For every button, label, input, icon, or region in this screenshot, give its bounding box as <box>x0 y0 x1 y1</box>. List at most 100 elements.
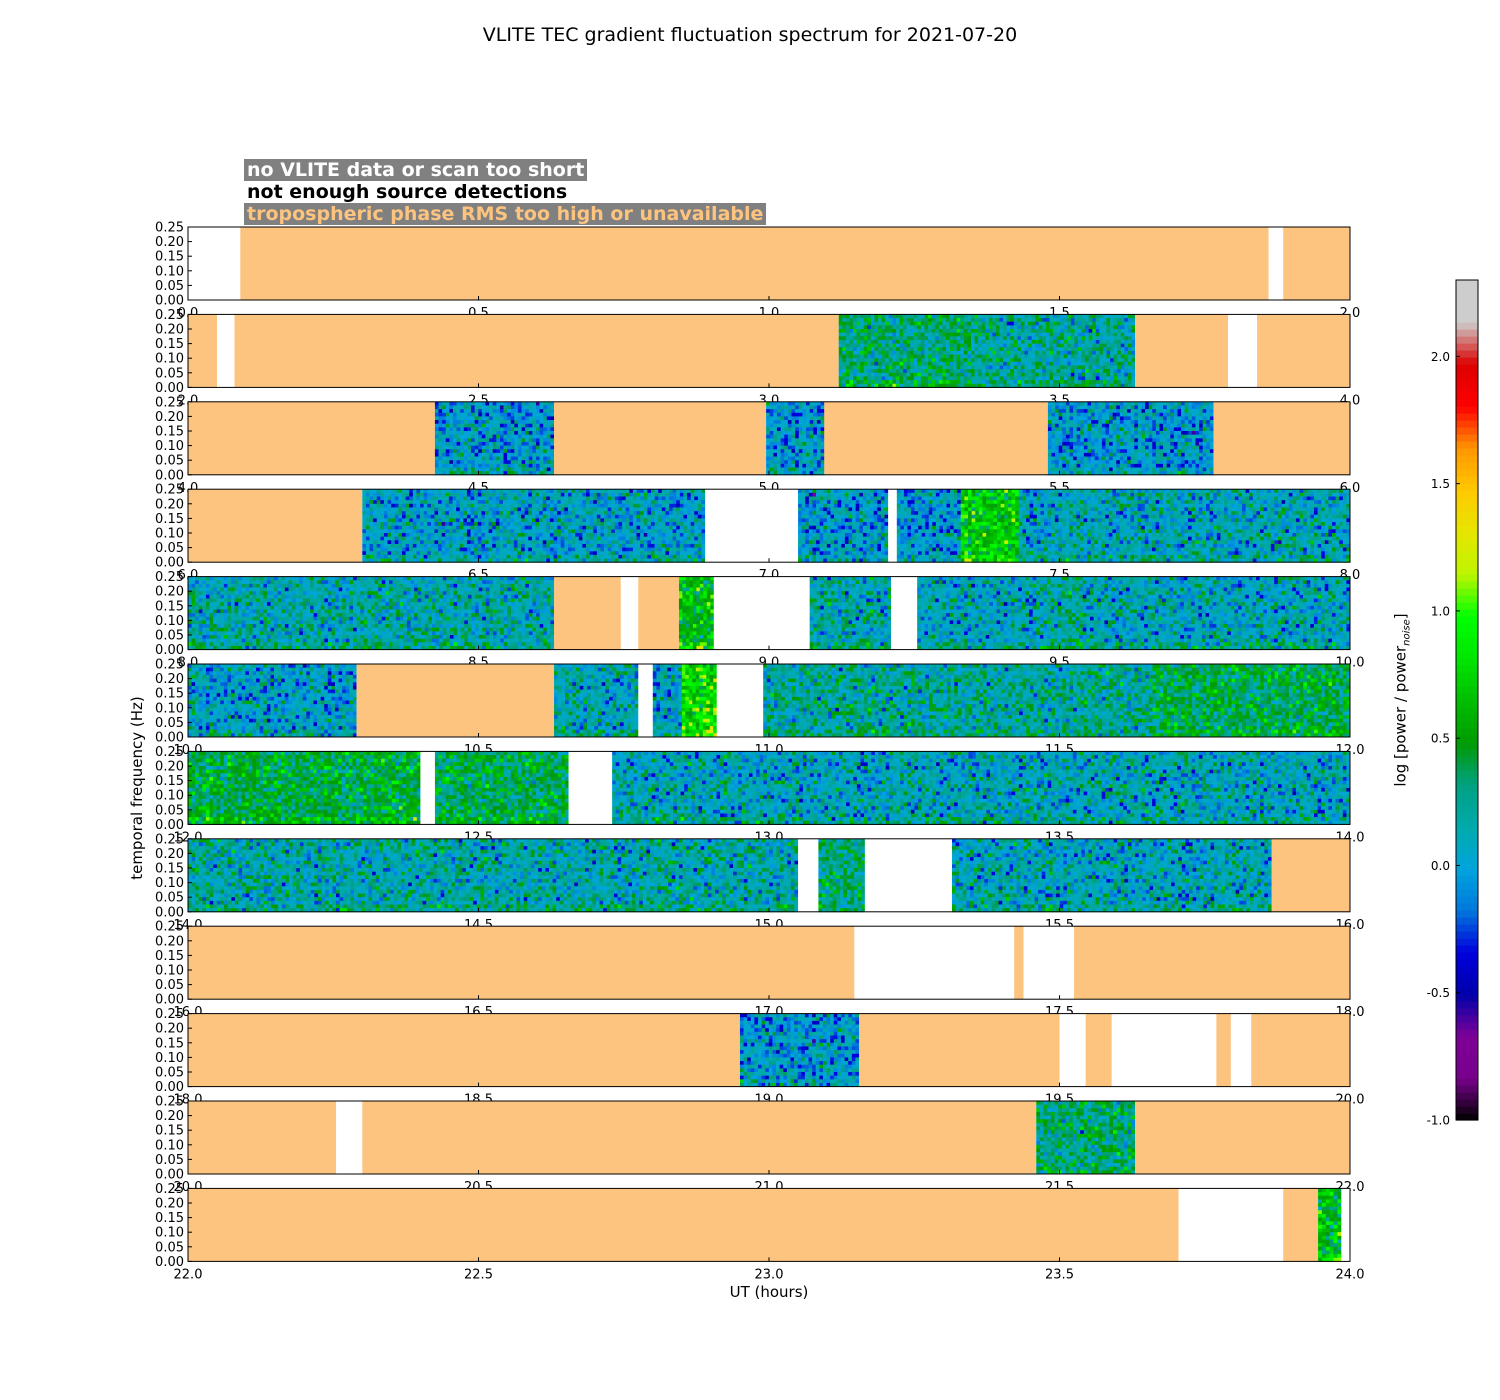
y-tick-label: 0.20 <box>155 497 184 512</box>
segment-tropo-high <box>1014 926 1024 1000</box>
colorbar-band <box>1456 553 1478 561</box>
spectrum-segment <box>896 489 962 563</box>
colorbar-band <box>1456 469 1478 477</box>
colorbar-band <box>1456 455 1478 463</box>
segment-no-data <box>1111 1013 1217 1087</box>
segment-no-data <box>1268 227 1284 300</box>
colorbar-band <box>1456 658 1478 666</box>
colorbar: -1.0 -0.5 0.0 0.5 1.0 1.5 2.0 <box>1427 279 1479 1128</box>
segment-tropo-high <box>188 401 435 475</box>
spectrum-segment <box>766 401 825 476</box>
colorbar-band <box>1456 420 1478 428</box>
y-tick-label: 0.00 <box>155 993 184 1008</box>
segment-tropo-high <box>234 314 839 388</box>
colorbar-band <box>1456 448 1478 456</box>
segment-no-data <box>620 576 639 650</box>
colorbar-band <box>1456 357 1478 365</box>
colorbar-band <box>1456 315 1478 323</box>
strip-panel: 0.000.050.100.150.200.256.0 6.5 7.0 7.5 8.0 <box>155 483 1360 584</box>
spectrum-segment <box>960 489 1020 563</box>
segment-tropo-high <box>188 1013 740 1087</box>
colorbar-band <box>1456 826 1478 834</box>
y-tick-label: 0.10 <box>155 439 184 454</box>
y-tick-label: 0.25 <box>155 920 184 935</box>
colorbar-band <box>1456 924 1478 932</box>
y-tick-label: 0.15 <box>155 250 184 265</box>
y-tick-label: 0.10 <box>155 964 184 979</box>
y-tick-label: 0.20 <box>155 235 184 250</box>
y-tick-label: 0.05 <box>155 978 184 993</box>
colorbar-band <box>1456 1001 1478 1009</box>
spectrum-segment <box>612 751 1351 825</box>
y-tick-label: 0.20 <box>155 323 184 338</box>
segment-tropo-high <box>1216 1013 1231 1087</box>
colorbar-band <box>1456 378 1478 386</box>
y-tick-label: 0.20 <box>155 1197 184 1212</box>
colorbar-label-sub: noise <box>1402 619 1413 646</box>
strip-panel: 0.000.050.100.150.200.25 22.0 22.5 23.0 23.5… <box>155 1182 1364 1283</box>
colorbar-band <box>1456 399 1478 407</box>
spectrum-segment <box>952 838 1272 913</box>
colorbar-band <box>1456 665 1478 673</box>
strip-panel: 0.000.050.100.150.200.252.0 2.5 3.0 3.5 4.0 <box>155 308 1360 409</box>
segment-no-data <box>188 227 241 300</box>
colorbar-band <box>1456 371 1478 379</box>
colorbar-band <box>1456 581 1478 589</box>
segment-no-data <box>1230 1013 1252 1087</box>
colorbar-band <box>1456 917 1478 925</box>
y-tick-label: 0.05 <box>155 454 184 469</box>
colorbar-band <box>1456 546 1478 554</box>
colorbar-band <box>1456 742 1478 750</box>
y-tick-label: 0.15 <box>155 1124 184 1139</box>
spectrum-segment <box>1036 576 1084 650</box>
spectrum-segment <box>798 489 889 563</box>
segment-tropo-high <box>554 576 621 650</box>
spectrum-segment <box>1318 1188 1342 1262</box>
y-tick-label: 0.00 <box>155 818 184 833</box>
y-tick-label: 0.15 <box>155 1036 184 1051</box>
spectrum-segment <box>362 489 706 563</box>
colorbar-tick-label: -0.5 <box>1427 986 1450 1000</box>
x-tick-label: 22.5 <box>464 1267 493 1282</box>
y-tick-label: 0.20 <box>155 1022 184 1037</box>
legend-few-detections: not enough source detections <box>244 181 571 203</box>
colorbar-label: log [power / powernoise] <box>1392 613 1413 786</box>
spectrum-segment <box>434 751 569 825</box>
x-tick-label: 24.0 <box>1336 1267 1365 1282</box>
segment-tropo-high <box>188 1101 337 1174</box>
colorbar-band <box>1456 945 1478 953</box>
colorbar-band <box>1456 1022 1478 1030</box>
spectrum-segment <box>739 1013 860 1087</box>
spectrum-segment <box>917 576 1037 650</box>
y-tick-label: 0.20 <box>155 1109 184 1124</box>
colorbar-band <box>1456 700 1478 708</box>
colorbar-band <box>1456 959 1478 967</box>
y-tick-label: 0.15 <box>155 687 184 702</box>
y-tick-label: 0.25 <box>155 221 184 236</box>
y-tick-label: 0.25 <box>155 1182 184 1197</box>
spectrum-segment <box>681 664 718 738</box>
colorbar-band <box>1456 693 1478 701</box>
colorbar-band <box>1456 938 1478 946</box>
colorbar-band <box>1456 308 1478 316</box>
segment-tropo-high <box>1283 1188 1319 1262</box>
y-tick-label: 0.00 <box>155 381 184 396</box>
colorbar-band <box>1456 1078 1478 1086</box>
segment-no-data <box>888 489 897 563</box>
segment-no-data <box>1341 1188 1350 1262</box>
y-tick-label: 0.10 <box>155 527 184 542</box>
y-tick-label: 0.10 <box>155 1226 184 1241</box>
y-tick-label: 0.00 <box>155 294 184 309</box>
colorbar-tick-label: 0.5 <box>1431 732 1450 746</box>
colorbar-band <box>1456 980 1478 988</box>
colorbar-band <box>1456 861 1478 869</box>
segment-no-data <box>716 664 764 737</box>
y-tick-label: 0.25 <box>155 1095 184 1110</box>
strip-panel: 0.000.050.100.150.200.254.0 4.5 5.0 5.5 6.0 <box>155 395 1360 496</box>
segment-no-data <box>1023 926 1075 1000</box>
spectrum-segment <box>188 664 357 738</box>
colorbar-label-end: ] <box>1392 613 1410 619</box>
y-tick-label: 0.00 <box>155 468 184 483</box>
colorbar-band <box>1456 854 1478 862</box>
colorbar-band <box>1456 609 1478 617</box>
